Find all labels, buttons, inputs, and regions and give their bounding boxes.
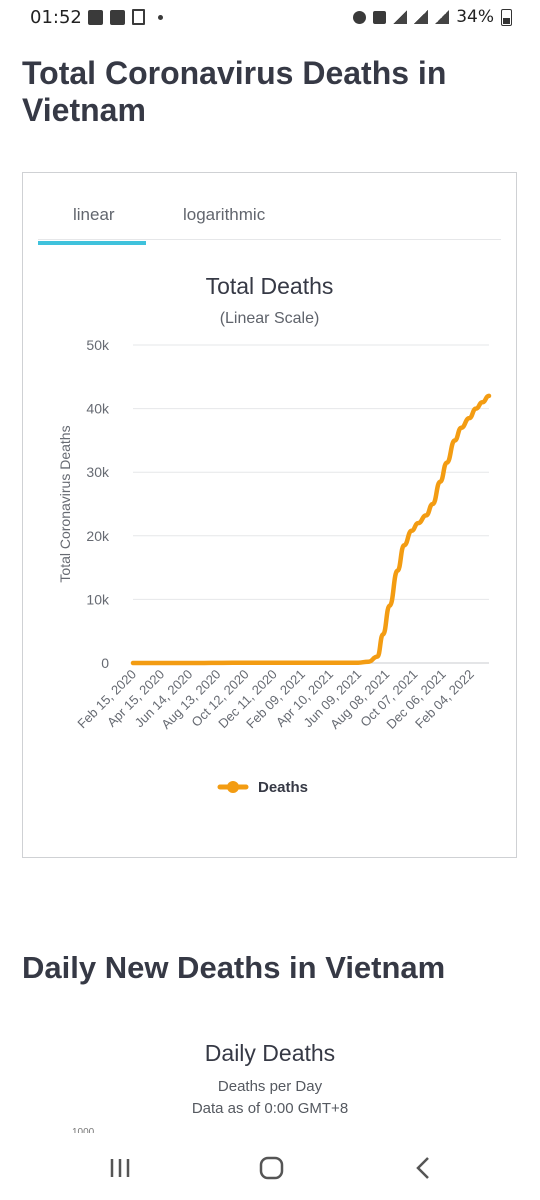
recents-icon bbox=[110, 1159, 130, 1177]
battery-icon bbox=[501, 8, 512, 26]
hourglass-icon bbox=[132, 9, 145, 25]
chart-subtitle: (Linear Scale) bbox=[219, 310, 320, 327]
y-axis-label: Total Coronavirus Deaths bbox=[57, 425, 73, 582]
signal-icon-3 bbox=[435, 10, 450, 24]
legend-swatch-marker bbox=[227, 781, 239, 793]
back-icon bbox=[416, 1157, 429, 1179]
tab-logarithmic[interactable]: logarithmic bbox=[183, 205, 266, 224]
daily-data-note: Data as of 0:00 GMT+8 bbox=[191, 1100, 349, 1117]
series-line-deaths bbox=[130, 393, 492, 666]
alarm-icon bbox=[353, 10, 367, 24]
status-left-icons bbox=[88, 9, 163, 25]
total-deaths-chart: 0 10k 20k 30k 40k 50k Total Coronavirus Deaths… bbox=[57, 337, 492, 796]
signal-icon-2 bbox=[414, 10, 429, 24]
status-right: 34% bbox=[353, 7, 512, 27]
y-tick-label: 50k bbox=[86, 337, 110, 353]
tab-divider bbox=[38, 239, 501, 240]
y-tick-label: 0 bbox=[101, 655, 109, 671]
back-button[interactable] bbox=[404, 1153, 444, 1183]
signal-icon bbox=[393, 10, 408, 24]
y-tick-label: 10k bbox=[86, 591, 110, 607]
status-time: 01:52 bbox=[30, 7, 82, 28]
y-tick-label: 30k bbox=[86, 464, 110, 480]
chart-card: linear logarithmic Total Deaths (Linear … bbox=[22, 172, 517, 858]
gallery-icon bbox=[88, 9, 103, 25]
home-icon bbox=[259, 1156, 284, 1180]
battery-percent: 34% bbox=[456, 7, 494, 27]
daily-chart-title: Daily Deaths bbox=[204, 1040, 336, 1066]
legend-label: Deaths bbox=[258, 779, 308, 796]
dot-icon bbox=[158, 14, 163, 20]
w-icon bbox=[110, 9, 125, 25]
home-button[interactable] bbox=[252, 1153, 292, 1183]
recents-button[interactable] bbox=[102, 1153, 142, 1183]
status-bar: 01:52 34% bbox=[0, 0, 540, 36]
daily-y-tick-cut: 1000 bbox=[72, 1128, 94, 1133]
chart-title: Total Deaths bbox=[205, 273, 334, 299]
section-title-daily: Daily New Deaths in Vietnam bbox=[22, 950, 446, 985]
y-tick-label: 20k bbox=[86, 528, 110, 544]
active-tab-indicator bbox=[38, 241, 146, 245]
tab-linear[interactable]: linear bbox=[73, 205, 115, 224]
y-tick-label: 40k bbox=[86, 401, 110, 417]
daily-chart-subtitle: Deaths per Day bbox=[217, 1078, 323, 1095]
mute-icon bbox=[373, 10, 387, 24]
page-title: Total Coronavirus Deaths in Vietnam bbox=[22, 55, 447, 128]
navigation-bar bbox=[0, 1135, 540, 1200]
